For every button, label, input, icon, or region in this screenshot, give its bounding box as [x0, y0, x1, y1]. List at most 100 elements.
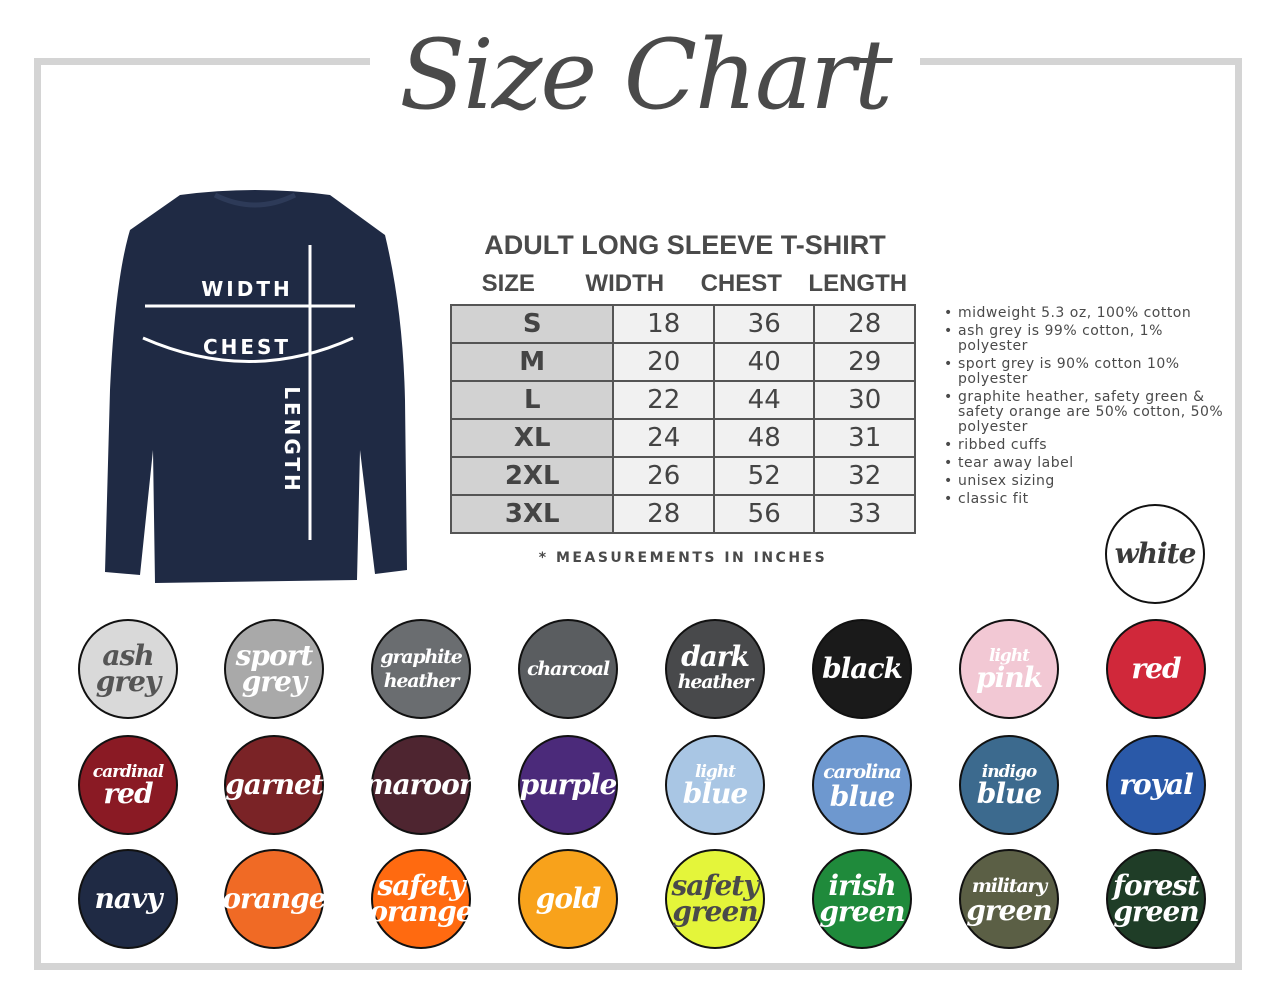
swatch-label: graphite [380, 646, 462, 668]
color-swatch-white: white [1105, 504, 1205, 604]
color-swatch-safety-orange: safety orange [369, 849, 474, 949]
table-row: M 20 40 29 [449, 342, 916, 382]
color-swatch-royal: royal [1106, 735, 1206, 835]
table-row: 2XL 26 52 32 [449, 456, 916, 496]
swatch-label: grey [241, 665, 307, 698]
measurement-cell: 31 [813, 418, 916, 458]
color-swatch-irish-green: irish green [812, 849, 912, 949]
table-row: XL 24 48 31 [449, 418, 916, 458]
color-swatch-charcoal: charcoal [518, 619, 618, 719]
feature-item: unisex sizing [944, 474, 1229, 490]
color-swatch-purple: purple [518, 735, 618, 835]
color-swatch-navy: navy [78, 849, 178, 949]
measurement-cell: 24 [612, 418, 715, 458]
measurement-cell: 52 [712, 456, 816, 496]
swatch-label: heather [383, 670, 460, 692]
size-cell: L [449, 380, 615, 420]
size-cell: S [449, 304, 615, 344]
size-cell: 3XL [449, 494, 615, 534]
feature-item: classic fit [944, 492, 1229, 508]
color-swatch-orange: orange [222, 849, 327, 949]
measurement-cell: 26 [612, 456, 715, 496]
shirt-illustration: WIDTH CHEST LENGTH [105, 190, 407, 583]
feature-item: midweight 5.3 oz, 100% cotton [944, 306, 1229, 322]
swatch-label: irish [828, 869, 896, 902]
color-swatch-light-pink: light pink [959, 619, 1059, 719]
swatch-label: orange [222, 882, 326, 915]
swatch-label: red [1131, 652, 1181, 685]
swatch-label: pink [976, 661, 1043, 694]
measurement-cell: 20 [612, 342, 715, 382]
swatch-label: cardinal [92, 762, 165, 782]
measurement-cell: 48 [712, 418, 816, 458]
length-label: LENGTH [280, 386, 304, 494]
swatch-label: light [988, 646, 1030, 666]
swatch-label: ash [102, 639, 154, 672]
swatch-label: indigo [981, 762, 1037, 782]
header-size: SIZE [481, 270, 535, 297]
swatch-label: green [672, 895, 758, 928]
color-swatch-sport-grey: sport grey [224, 619, 324, 719]
table-row: 3XL 28 56 33 [449, 494, 916, 534]
feature-item: tear away label [944, 456, 1229, 472]
size-table: S 18 36 28 M 20 40 29 L 22 44 30 XL 24 48 31 2XL 26 52 32 3X… [449, 304, 916, 534]
feature-item: ribbed cuffs [944, 438, 1229, 454]
measurement-cell: 32 [813, 456, 916, 496]
swatch-label: green [1113, 895, 1199, 928]
swatch-label: blue [829, 780, 895, 813]
shirt-body [105, 190, 407, 583]
title-backdrop [370, 40, 920, 80]
feature-item: graphite heather, safety green & safety … [944, 390, 1229, 435]
swatch-label: maroon [363, 768, 479, 801]
measurement-cell: 28 [813, 304, 916, 344]
measurement-note: * MEASUREMENTS IN INCHES [538, 550, 828, 566]
color-swatch-dark-heather: dark heather [665, 619, 765, 719]
width-label: WIDTH [201, 277, 292, 301]
size-cell: M [449, 342, 615, 382]
swatch-label: green [819, 895, 905, 928]
color-swatch-safety-green: safety green [665, 849, 765, 949]
size-cell: 2XL [449, 456, 615, 496]
measurement-cell: 18 [612, 304, 715, 344]
size-cell: XL [449, 418, 615, 458]
table-header: SIZE WIDTH CHEST LENGTH [450, 270, 916, 298]
color-swatch-light-blue: light blue [665, 735, 765, 835]
header-width: WIDTH [585, 270, 665, 297]
swatch-label: blue [976, 777, 1042, 810]
swatch-label: garnet [225, 768, 324, 801]
measurement-cell: 40 [712, 342, 816, 382]
swatch-label: purple [519, 768, 618, 801]
swatch-label: white [1114, 537, 1197, 570]
swatch-label: charcoal [527, 658, 610, 680]
color-swatch-indigo-blue: indigo blue [959, 735, 1059, 835]
color-swatch-maroon: maroon [364, 735, 479, 835]
swatch-label: safety [377, 869, 466, 902]
swatch-label: light [694, 762, 736, 782]
color-swatch-carolina-blue: carolina blue [812, 735, 912, 835]
measurement-cell: 29 [813, 342, 916, 382]
swatch-label: safety [671, 869, 760, 902]
color-swatch-graphite-heather: graphite heather [371, 619, 471, 719]
color-swatch-garnet: garnet [224, 735, 324, 835]
color-swatch-military-green: military green [959, 849, 1059, 949]
color-swatch-ash-grey: ash grey [78, 619, 178, 719]
feature-list: midweight 5.3 oz, 100% cotton ash grey is… [944, 306, 1229, 510]
table-title: ADULT LONG SLEEVE T-SHIRT [484, 230, 886, 260]
page-title: Size Chart [399, 19, 892, 131]
table-row: L 22 44 30 [449, 380, 916, 420]
measurement-cell: 30 [813, 380, 916, 420]
color-swatch-forest-green: forest green [1106, 849, 1206, 949]
swatch-label: heather [677, 671, 754, 693]
feature-item: sport grey is 90% cotton 10% polyester [944, 357, 1229, 387]
measurement-cell: 22 [612, 380, 715, 420]
color-swatch-cardinal-red: cardinal red [78, 735, 178, 835]
feature-item: ash grey is 99% cotton, 1% polyester [944, 324, 1229, 354]
measurement-cell: 33 [813, 494, 916, 534]
swatch-label: grey [95, 665, 161, 698]
swatch-label: royal [1119, 768, 1193, 801]
color-swatch-red: red [1106, 619, 1206, 719]
swatch-label: red [103, 777, 153, 810]
swatch-label: black [822, 652, 903, 685]
swatch-label: carolina [823, 761, 902, 783]
swatch-label: forest [1113, 869, 1200, 902]
